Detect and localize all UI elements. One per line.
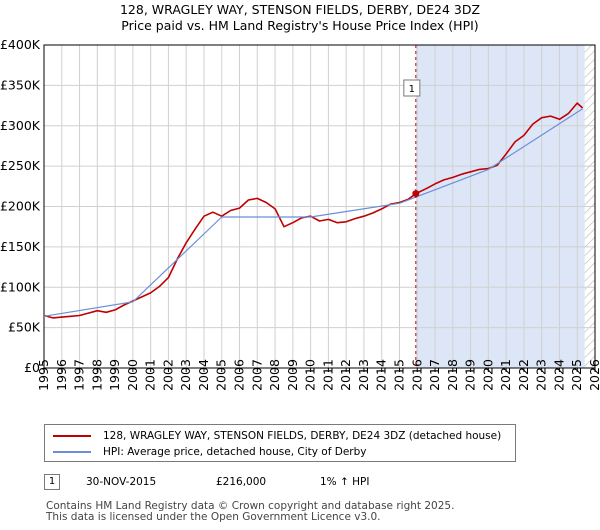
- y-tick-label: £150K: [0, 239, 41, 254]
- legend-item-hpi: HPI: Average price, detached house, City…: [53, 444, 366, 460]
- y-tick-label: £0: [24, 360, 40, 375]
- x-tick-label: 1995: [36, 359, 51, 391]
- x-tick-label: 2022: [516, 359, 531, 391]
- sale-marker-label: 1: [409, 84, 415, 95]
- x-tick-label: 2009: [285, 359, 300, 391]
- x-tick-label: 2015: [391, 359, 406, 391]
- sales-table: 1 30-NOV-2015 £216,000 1% ↑ HPI: [44, 474, 564, 496]
- chart-title: 128, WRAGLEY WAY, STENSON FIELDS, DERBY,…: [120, 2, 480, 17]
- y-tick-label: £50K: [8, 320, 41, 335]
- x-tick-label: 2000: [125, 359, 140, 391]
- sale-date: 30-NOV-2015: [86, 476, 157, 488]
- x-tick-label: 2018: [445, 359, 460, 391]
- x-tick-label: 2008: [267, 359, 282, 391]
- chart-subtitle: Price paid vs. HM Land Registry's House …: [121, 18, 478, 33]
- x-tick-label: 2016: [409, 359, 424, 391]
- x-tick-label: 2001: [143, 359, 158, 391]
- x-tick-label: 2010: [303, 359, 318, 391]
- x-tick-label: 1996: [54, 359, 69, 391]
- footer-licence: This data is licensed under the Open Gov…: [46, 511, 381, 523]
- x-tick-label: 2014: [374, 359, 389, 391]
- sale-marker-box: 1: [44, 474, 60, 490]
- x-tick-label: 2024: [551, 359, 566, 391]
- x-tick-label: 2012: [338, 359, 353, 391]
- x-tick-label: 1999: [107, 359, 122, 391]
- legend-swatch-property: [53, 435, 91, 437]
- legend-label-hpi: HPI: Average price, detached house, City…: [103, 446, 367, 458]
- y-tick-label: £350K: [0, 77, 41, 92]
- x-tick-label: 2021: [498, 359, 513, 391]
- y-tick-label: £200K: [0, 199, 41, 214]
- price-chart: 128, WRAGLEY WAY, STENSON FIELDS, DERBY,…: [0, 2, 600, 391]
- x-tick-label: 2004: [196, 359, 211, 391]
- x-tick-label: 2006: [232, 359, 247, 391]
- x-tick-label: 2011: [320, 359, 335, 391]
- x-tick-label: 2023: [534, 359, 549, 391]
- sale-point: [412, 190, 420, 198]
- sale-hpi-change: 1% ↑ HPI: [320, 476, 370, 488]
- x-tick-label: 2017: [427, 359, 442, 391]
- y-tick-label: £400K: [0, 37, 41, 52]
- legend-item-property: 128, WRAGLEY WAY, STENSON FIELDS, DERBY,…: [53, 428, 501, 444]
- x-tick-label: 2013: [356, 359, 371, 391]
- legend: 128, WRAGLEY WAY, STENSON FIELDS, DERBY,…: [44, 424, 516, 462]
- legend-label-property: 128, WRAGLEY WAY, STENSON FIELDS, DERBY,…: [103, 430, 502, 442]
- x-tick-label: 2005: [214, 359, 229, 391]
- sale-price: £216,000: [216, 476, 267, 488]
- footer-copyright: Contains HM Land Registry data © Crown c…: [46, 500, 455, 512]
- sale-marker-box: [403, 79, 421, 97]
- x-tick-label: 2020: [480, 359, 495, 391]
- x-tick-label: 2007: [249, 359, 264, 391]
- x-tick-label: 1998: [89, 359, 104, 391]
- x-tick-label: 2003: [178, 359, 193, 391]
- footer: Contains HM Land Registry data © Crown c…: [46, 501, 454, 523]
- x-tick-label: 2019: [463, 359, 478, 391]
- y-tick-label: £100K: [0, 279, 41, 294]
- x-tick-label: 1997: [72, 359, 87, 391]
- x-tick-label: 2025: [569, 359, 584, 391]
- series-line-hpi: [43, 108, 583, 317]
- y-tick-label: £300K: [0, 118, 41, 133]
- plot-frame: [43, 44, 596, 369]
- y-tick-label: £250K: [0, 158, 41, 173]
- x-tick-label: 2026: [587, 359, 600, 391]
- x-tick-label: 2002: [160, 359, 175, 391]
- legend-swatch-hpi: [53, 451, 91, 453]
